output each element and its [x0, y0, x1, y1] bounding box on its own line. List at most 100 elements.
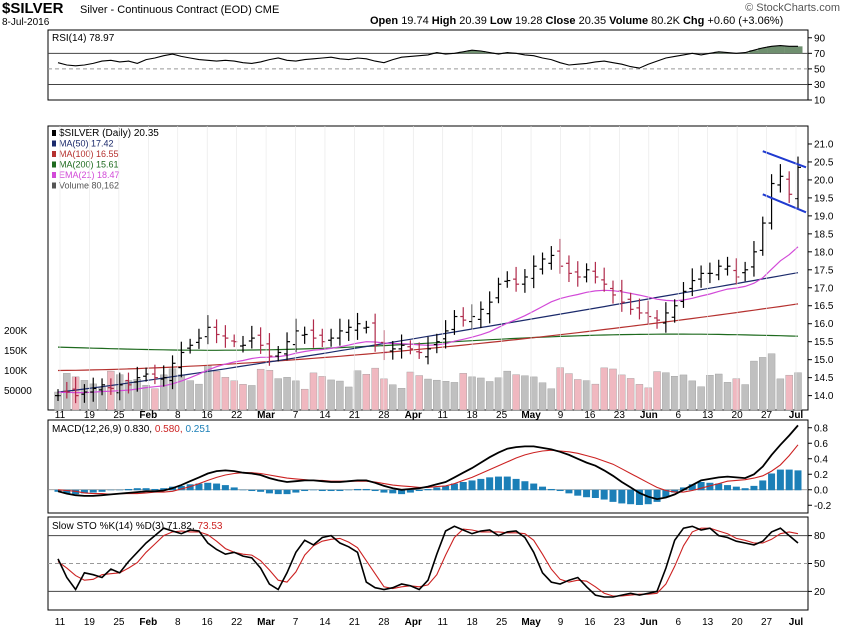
rsi-axis-tick-label: 10	[814, 96, 826, 107]
lower-trendline	[762, 193, 807, 214]
volume-bar	[345, 386, 353, 411]
macd-histogram-bar	[653, 489, 661, 502]
price-legend-entry: MA(100) 16.55	[59, 149, 119, 159]
high-label: High	[431, 15, 457, 27]
macd-histogram-bar	[80, 489, 88, 494]
rsi-overbought-fill	[758, 47, 768, 54]
volume-bar	[644, 387, 652, 411]
macd-histogram-bar	[547, 488, 555, 491]
macd-histogram-bar	[442, 485, 450, 491]
price-x-tick-label: 22	[231, 410, 243, 421]
sto-x-tick-label: 25	[496, 617, 508, 628]
volume-bar	[741, 384, 749, 411]
macd-histogram-bar	[468, 480, 476, 491]
macd-histogram-bar	[160, 488, 168, 491]
price-x-tick-label: May	[521, 410, 541, 421]
macd-histogram-bar	[239, 489, 247, 491]
macd-legend-part: MACD(12,26,9)	[52, 424, 124, 435]
macd-histogram-bar	[565, 489, 573, 494]
sto-x-tick-label: May	[521, 617, 541, 628]
macd-histogram-bar	[486, 477, 494, 491]
volume-bar	[715, 373, 723, 411]
volume-bar	[635, 384, 644, 411]
volume-bar	[538, 382, 547, 411]
macd-histogram-bar	[142, 488, 150, 491]
price-x-tick-label: 25	[113, 410, 125, 421]
sto-x-tick-label: 11	[55, 617, 66, 628]
exchange-label: CME	[254, 4, 280, 16]
volume-bar	[336, 380, 344, 411]
macd-histogram-bar	[406, 489, 414, 493]
volume-bar	[353, 370, 362, 411]
stockcharts-watermark: © StockCharts.com	[745, 2, 840, 14]
macd-histogram-bar	[539, 486, 547, 491]
volume-bar	[477, 377, 485, 411]
price-x-tick-label: 6	[675, 410, 681, 421]
sto-x-tick-label: 14	[319, 617, 331, 628]
macd-histogram-bar	[72, 489, 80, 495]
volume-bar	[662, 372, 670, 411]
sto-x-tick-label: 27	[761, 617, 773, 628]
sto-x-tick-label: 9	[558, 617, 564, 628]
macd-histogram-bar	[724, 485, 732, 491]
macd-histogram-bar	[186, 484, 194, 491]
panel-frame-rsi	[47, 29, 809, 101]
volume-bar	[732, 378, 741, 411]
macd-histogram-bar	[248, 489, 256, 492]
rsi-overbought-fill	[775, 45, 785, 54]
volume-bar	[256, 368, 265, 411]
volume-bar	[309, 372, 318, 411]
macd-axis-tick-label: 0.8	[814, 423, 828, 434]
volume-bar	[283, 377, 291, 411]
macd-histogram-bar	[389, 489, 397, 494]
sto-x-tick-label: 6	[675, 617, 681, 628]
rsi-axis-tick-label: 50	[814, 64, 826, 75]
sto-x-tick-label: 23	[614, 617, 626, 628]
volume-bar	[230, 380, 238, 411]
chart-date: 8-Jul-2016	[2, 17, 50, 28]
volume-bar	[494, 377, 503, 411]
macd-histogram-bar	[362, 488, 370, 491]
macd-histogram-bar	[327, 489, 335, 492]
price-x-tick-label: 23	[614, 410, 626, 421]
price-x-tick-label: Mar	[257, 410, 275, 421]
volume-bar	[547, 388, 556, 411]
volume-bar	[292, 380, 300, 411]
macd-histogram-bar	[89, 489, 97, 493]
macd-histogram-bar	[98, 489, 106, 492]
macd-histogram-bar	[204, 482, 212, 491]
volume-bar	[503, 370, 511, 411]
macd-histogram-bar	[151, 488, 159, 491]
price-x-tick-label: 18	[467, 410, 479, 421]
volume-axis-label: 50000	[4, 386, 32, 397]
volume-bar	[485, 381, 494, 411]
rsi-overbought-fill	[793, 46, 803, 54]
volume-axis-label: 100K	[4, 366, 28, 377]
volume-bar	[151, 388, 159, 411]
volume-bar	[433, 379, 441, 411]
price-legend-entry: MA(200) 15.61	[59, 160, 119, 170]
rsi-overbought-fill	[476, 51, 486, 54]
rsi-axis-tick-label: 90	[814, 33, 826, 44]
sto-legend-part: Slow STO %K(14) %D(3)	[52, 521, 167, 532]
sto-legend-part: 71.82,	[167, 521, 198, 532]
macd-histogram-bar	[635, 489, 643, 505]
rsi-overbought-fill	[714, 51, 724, 54]
volume-bar	[212, 371, 221, 411]
price-x-tick-label: 16	[202, 410, 214, 421]
price-legend-swatch	[52, 130, 56, 136]
price-axis-tick-label: 20.0	[814, 175, 834, 186]
rsi-overbought-fill	[767, 46, 777, 54]
volume-bar	[582, 380, 591, 411]
macd-histogram-bar	[354, 488, 362, 491]
macd-axis-tick-label: 0.4	[814, 454, 828, 465]
price-legend-entry: MA(50) 17.42	[59, 139, 114, 149]
macd-histogram-bar	[671, 489, 679, 493]
price-x-tick-label: 8	[175, 410, 181, 421]
macd-histogram-bar	[794, 470, 802, 491]
macd-axis-tick-label: 0.2	[814, 470, 828, 481]
open-label: Open	[370, 15, 399, 27]
sto-x-tick-label: 11	[438, 617, 449, 628]
volume-bar	[221, 377, 230, 411]
price-legend-swatch	[52, 161, 56, 168]
